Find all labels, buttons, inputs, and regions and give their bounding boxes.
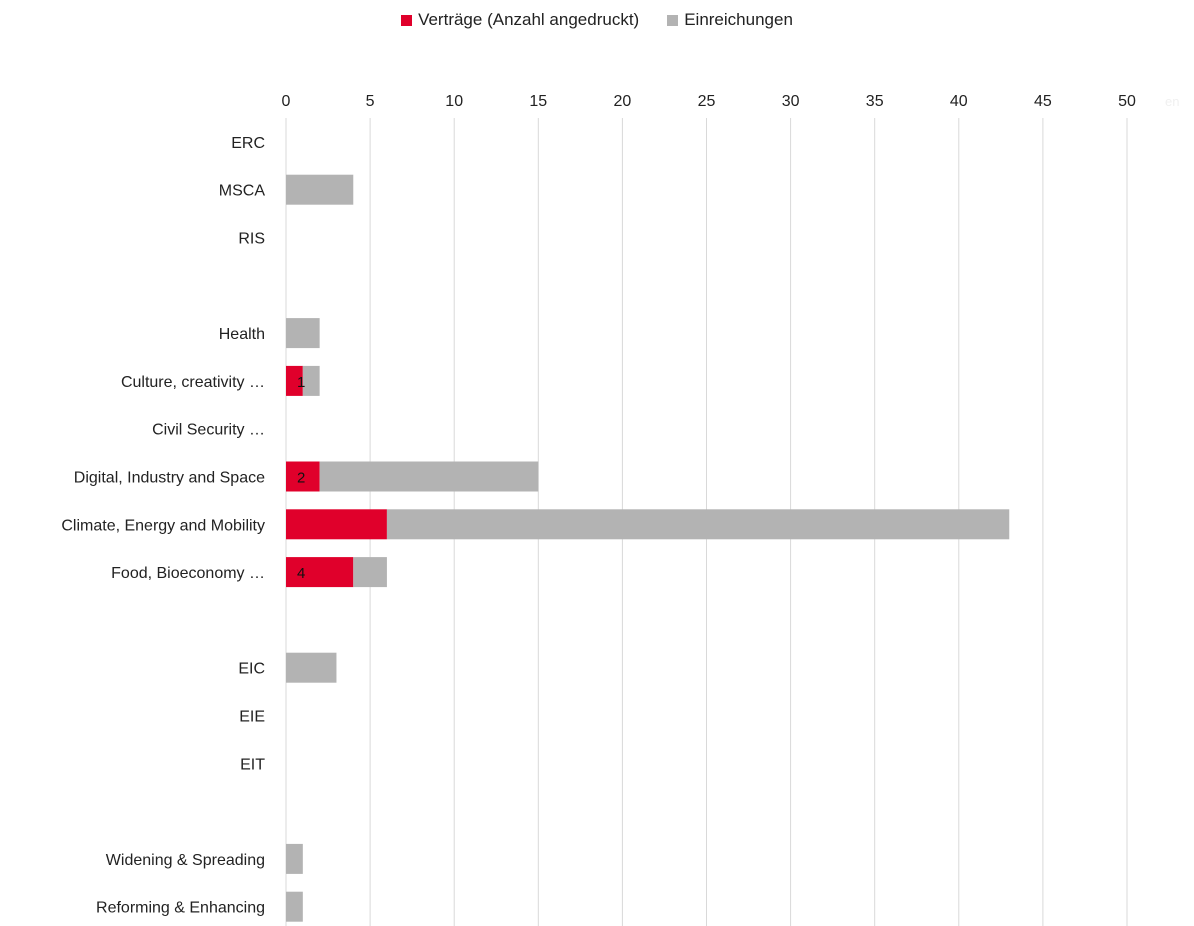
bar-einreichungen [319, 461, 539, 492]
legend-item-einreichungen: Einreichungen [667, 10, 793, 30]
data-label-vertraege: 1 [297, 374, 305, 391]
x-tick-label: 40 [950, 93, 968, 110]
x-tick-label: 10 [445, 93, 463, 110]
bars [286, 174, 1010, 922]
category-label: Digital, Industry and Space [74, 470, 265, 487]
category-label: Climate, Energy and Mobility [61, 517, 265, 534]
x-tick-label: 30 [782, 93, 800, 110]
x-tick-label: 50 [1118, 93, 1136, 110]
category-label: Food, Bioeconomy … [111, 565, 265, 582]
bar-einreichungen [302, 365, 320, 396]
category-label: EIT [240, 756, 265, 773]
bar-vertraege [286, 509, 387, 540]
bar-vertraege [286, 365, 303, 396]
legend-item-vertraege: Verträge (Anzahl angedruckt) [401, 10, 639, 30]
x-tick-label: 45 [1034, 93, 1052, 110]
category-label: EIC [238, 661, 265, 678]
bar-vertraege [286, 557, 354, 588]
category-label: ERC [231, 135, 265, 152]
x-tick-label: 20 [614, 93, 632, 110]
category-label: MSCA [219, 183, 266, 200]
category-label: Health [219, 326, 265, 343]
category-label: Culture, creativity … [121, 374, 265, 391]
legend-swatch-einreichungen [667, 14, 679, 26]
x-tick-label: 5 [366, 93, 375, 110]
x-tick-label: 15 [529, 93, 547, 110]
legend-label-vertraege: Verträge (Anzahl angedruckt) [418, 10, 640, 29]
bar-vertraege [286, 461, 320, 492]
category-label: EIE [239, 709, 265, 726]
bar-einreichungen [286, 318, 320, 349]
legend-swatch-vertraege [401, 14, 413, 26]
category-label: Reforming & Enhancing [96, 900, 265, 917]
x-tick-label: 0 [282, 93, 291, 110]
bar-einreichungen [286, 174, 354, 205]
data-label-vertraege: 2 [297, 470, 305, 487]
bar-einreichungen [286, 891, 303, 922]
data-label-vertraege: 4 [297, 565, 305, 582]
bar-einreichungen [386, 509, 1010, 540]
x-tick-label: 35 [866, 93, 884, 110]
x-axis-ticks: 0 5 10 15 20 25 30 35 40 45 50 en [282, 93, 1180, 110]
data-labels: 1 2 4 [297, 374, 305, 582]
bar-einreichungen [353, 557, 387, 588]
axis-ghost-label: en [1165, 94, 1179, 109]
bar-einreichungen [286, 652, 337, 683]
category-labels: ERC MSCA RIS Health Culture, creativity … Civ… [61, 135, 265, 917]
x-tick-label: 25 [698, 93, 716, 110]
category-label: RIS [238, 231, 265, 248]
bar-einreichungen [286, 843, 303, 874]
legend-label-einreichungen: Einreichungen [684, 10, 793, 29]
legend: Verträge (Anzahl angedruckt) Einreichung… [0, 10, 1194, 30]
category-label: Civil Security … [152, 422, 265, 439]
category-label: Widening & Spreading [106, 852, 265, 869]
